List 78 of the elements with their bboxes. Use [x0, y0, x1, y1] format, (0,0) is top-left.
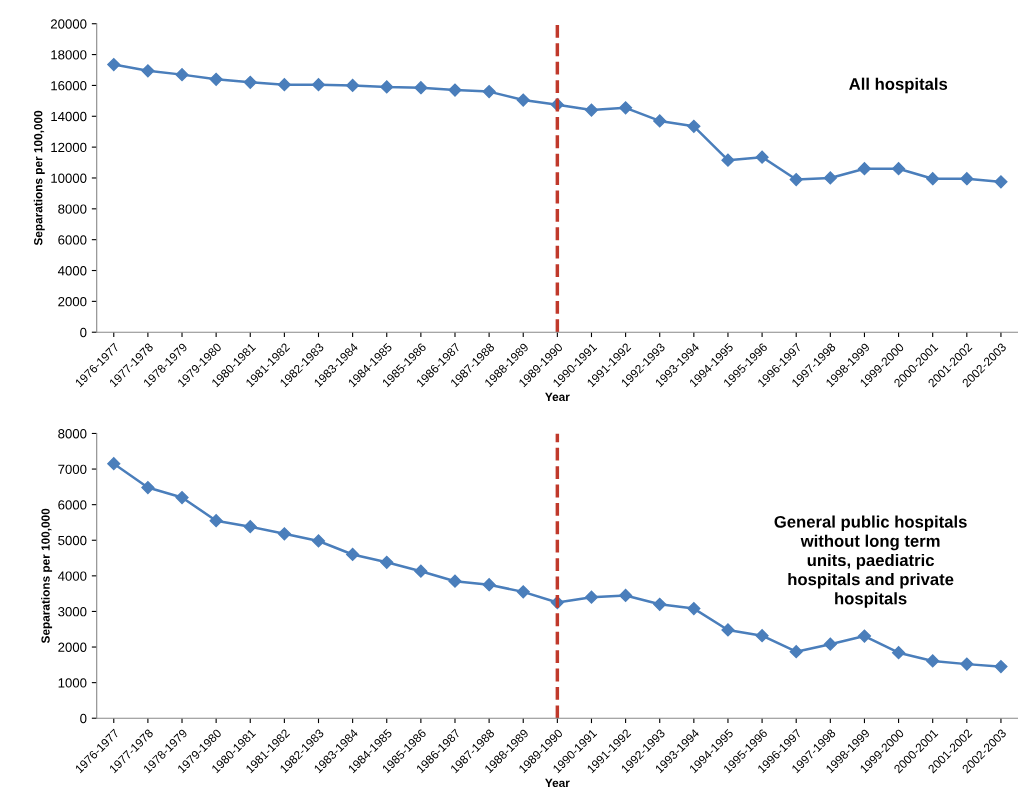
point — [243, 75, 257, 89]
point — [653, 114, 667, 128]
x-axis-title: Year — [545, 778, 570, 788]
point — [619, 101, 633, 115]
y-tick-label: 6000 — [58, 500, 87, 510]
point — [926, 172, 940, 186]
point — [209, 514, 223, 528]
y-tick-label: 18000 — [51, 50, 87, 60]
point — [380, 555, 394, 569]
point — [891, 162, 906, 176]
y-tick-label: 16000 — [51, 81, 87, 91]
point — [891, 646, 906, 660]
point — [414, 564, 428, 578]
y-tick-label: 0 — [80, 713, 87, 724]
y-axis-title: Separations per 100,000 — [33, 110, 45, 246]
point — [107, 58, 121, 72]
y-tick-label: 1000 — [58, 678, 87, 688]
y-tick-label: 20000 — [50, 19, 87, 29]
point — [789, 172, 803, 187]
y-tick-label: 3000 — [58, 607, 87, 617]
point — [584, 103, 599, 117]
point — [311, 534, 326, 548]
point — [107, 457, 121, 471]
point — [141, 480, 155, 495]
point — [857, 162, 872, 176]
point — [277, 527, 291, 541]
point — [311, 78, 326, 92]
y-tick-label: 6000 — [58, 235, 87, 245]
point — [789, 645, 803, 659]
point — [243, 520, 257, 534]
point — [619, 588, 633, 603]
y-tick-label: 0 — [80, 327, 87, 338]
point — [926, 654, 940, 668]
point — [857, 629, 872, 643]
point — [175, 490, 189, 505]
point — [482, 578, 496, 592]
point — [175, 68, 189, 82]
point — [653, 597, 667, 611]
y-tick-label: 12000 — [51, 142, 87, 153]
y-axis-title: Separations per 100,000 — [41, 508, 53, 644]
point — [994, 175, 1008, 189]
point — [721, 153, 735, 167]
point — [960, 172, 974, 186]
point — [482, 85, 496, 99]
point — [141, 64, 155, 78]
point — [346, 547, 360, 562]
x-axis-title: Year — [545, 392, 570, 402]
y-tick-label: 2000 — [58, 296, 87, 307]
point — [823, 171, 837, 185]
point — [755, 150, 769, 164]
point — [721, 623, 735, 637]
y-tick-label: 2000 — [58, 642, 87, 652]
y-tick-label: 5000 — [58, 535, 87, 546]
point — [687, 602, 701, 616]
point — [380, 80, 394, 94]
point — [755, 629, 769, 643]
y-tick-label: 10000 — [51, 173, 87, 183]
y-tick-label: 4000 — [57, 571, 87, 581]
point — [687, 119, 701, 133]
point — [994, 660, 1008, 674]
annotation: All hospitals — [849, 77, 948, 94]
y-tick-label: 8000 — [58, 204, 87, 214]
point — [448, 574, 462, 588]
y-tick-label: 4000 — [57, 266, 87, 276]
y-tick-label: 14000 — [51, 111, 87, 122]
point — [584, 590, 599, 604]
point — [823, 637, 837, 651]
point — [209, 72, 223, 86]
y-tick-label: 7000 — [58, 464, 87, 474]
point — [516, 93, 530, 107]
point — [516, 585, 530, 599]
point — [448, 83, 462, 97]
point — [346, 78, 360, 93]
point — [960, 657, 974, 671]
annotation: General public hospitals without long term units, paediatric hospitals and private hospitals — [774, 515, 967, 608]
point — [277, 78, 291, 92]
y-tick-label: 8000 — [58, 429, 87, 439]
point — [414, 81, 428, 95]
